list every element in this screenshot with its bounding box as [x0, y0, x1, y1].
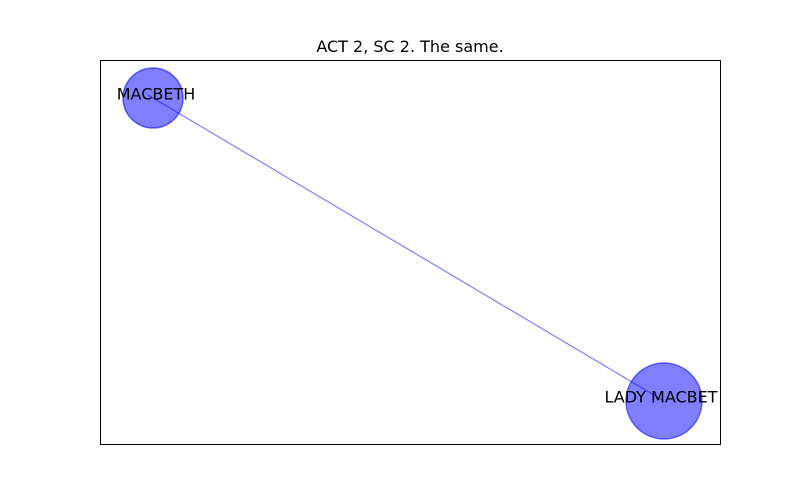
- edge-macbeth-lady-macbeth: [147, 94, 665, 402]
- figure-title: ACT 2, SC 2. The same.: [316, 37, 503, 56]
- node-macbeth: [122, 67, 184, 129]
- plot-frame: [100, 60, 721, 445]
- node-lady-macbeth: [625, 362, 703, 440]
- labels-layer: MACBETH LADY MACBET: [117, 85, 718, 407]
- nodes-layer: [122, 67, 703, 440]
- node-label-macbeth: MACBETH: [117, 85, 196, 104]
- node-label-lady-macbeth: LADY MACBET: [604, 388, 717, 407]
- edges-layer: [147, 94, 665, 402]
